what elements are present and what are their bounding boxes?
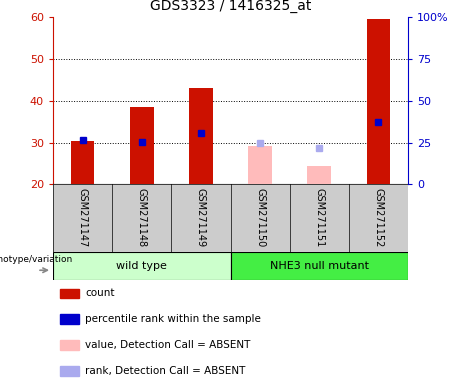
Bar	[71, 141, 95, 184]
Bar	[307, 166, 331, 184]
Text: GSM271148: GSM271148	[137, 189, 147, 247]
Bar	[53, 252, 230, 280]
Text: wild type: wild type	[116, 261, 167, 271]
Text: GSM271151: GSM271151	[314, 188, 324, 248]
Bar	[60, 340, 79, 350]
Bar	[60, 366, 79, 376]
Title: GDS3323 / 1416325_at: GDS3323 / 1416325_at	[150, 0, 311, 13]
Bar	[189, 88, 213, 184]
Bar	[248, 146, 272, 184]
Bar	[60, 314, 79, 324]
Text: GSM271152: GSM271152	[373, 188, 384, 248]
Text: count: count	[85, 288, 114, 298]
Text: GSM271147: GSM271147	[77, 188, 88, 248]
Text: rank, Detection Call = ABSENT: rank, Detection Call = ABSENT	[85, 366, 245, 376]
Text: NHE3 null mutant: NHE3 null mutant	[270, 261, 369, 271]
Bar	[230, 252, 408, 280]
Bar	[366, 19, 390, 184]
Bar	[130, 107, 154, 184]
Text: value, Detection Call = ABSENT: value, Detection Call = ABSENT	[85, 340, 250, 350]
Bar	[60, 288, 79, 298]
Text: genotype/variation: genotype/variation	[0, 255, 72, 264]
Text: percentile rank within the sample: percentile rank within the sample	[85, 314, 261, 324]
Text: GSM271150: GSM271150	[255, 188, 265, 248]
Text: GSM271149: GSM271149	[196, 189, 206, 247]
